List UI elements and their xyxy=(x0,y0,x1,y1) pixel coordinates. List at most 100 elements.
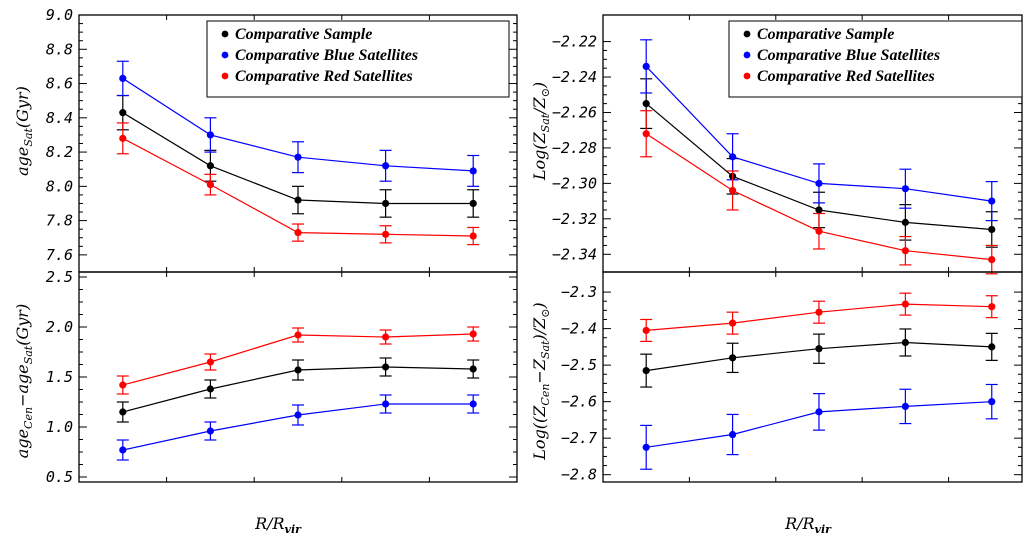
data-point xyxy=(901,218,909,226)
data-point xyxy=(469,400,477,408)
data-point xyxy=(294,331,302,339)
data-point xyxy=(728,319,737,327)
data-point xyxy=(901,300,909,308)
data-point xyxy=(206,427,214,435)
y-tick-label: −2.32 xyxy=(552,210,597,228)
data-point xyxy=(294,411,302,419)
data-point xyxy=(815,179,823,187)
ylabel-satellite-age: ageSat(Gyr) xyxy=(13,86,35,176)
data-point xyxy=(642,62,650,70)
data-point xyxy=(119,408,127,416)
y-tick-label: −2.4 xyxy=(561,320,597,338)
xlabel-left: R/Rvir xyxy=(254,514,302,536)
data-point xyxy=(728,153,737,161)
data-point xyxy=(988,225,996,234)
y-tick-label: 8.2 xyxy=(46,143,73,161)
y-tick-label: 2.0 xyxy=(46,318,73,336)
data-point xyxy=(119,134,127,142)
legend: Comparative Sample Comparative Blue Satel… xyxy=(206,20,510,98)
data-point xyxy=(988,255,996,264)
data-point xyxy=(901,247,909,255)
data-point xyxy=(901,185,909,193)
data-point xyxy=(119,381,127,389)
xlabel-right: R/Rvir xyxy=(784,514,832,536)
data-point xyxy=(642,100,650,108)
data-point xyxy=(469,232,477,240)
data-point xyxy=(901,338,909,347)
y-tick-label: 2.5 xyxy=(46,268,73,286)
y-tick-label: 7.6 xyxy=(46,246,73,264)
y-tick-label: −2.6 xyxy=(561,393,597,411)
data-point xyxy=(206,131,214,139)
panel-satellite-metallicity: −2.34 −2.32 −2.30 −2.28 −2.26 −2.24 −2.22 Compa… xyxy=(552,14,1023,275)
y-tick-label: 8.0 xyxy=(46,177,73,195)
panel-age-difference: 0.5 1.0 1.5 2.0 2.5 xyxy=(46,268,518,486)
data-point xyxy=(988,303,996,311)
data-point xyxy=(815,408,823,416)
data-point xyxy=(382,400,390,408)
data-point xyxy=(728,430,737,439)
data-point xyxy=(294,366,302,374)
legend: Comparative Sample Comparative Blue Satel… xyxy=(728,20,1023,98)
legend-label: Comparative Sample xyxy=(235,26,372,43)
panel-satellite-age: 7.6 7.8 8.0 8.2 8.4 8.6 8.8 9.0 Comparative Samp… xyxy=(46,6,518,273)
data-point xyxy=(988,197,996,205)
data-point xyxy=(294,228,302,237)
y-tick-label: −2.28 xyxy=(552,139,597,157)
data-point xyxy=(815,308,823,316)
y-tick-label: −2.5 xyxy=(561,356,597,374)
data-point xyxy=(728,186,737,195)
y-tick-label: −2.24 xyxy=(552,68,597,86)
data-point xyxy=(469,167,477,175)
data-point xyxy=(382,230,390,238)
data-point xyxy=(294,153,302,161)
y-tick-label: −2.26 xyxy=(552,103,597,121)
legend-label: Comparative Sample xyxy=(757,26,894,43)
data-point xyxy=(206,181,214,189)
data-point xyxy=(119,109,127,117)
ylabel-age-difference: ageCen−ageSat(Gyr) xyxy=(13,304,35,458)
data-point xyxy=(815,345,823,353)
data-point xyxy=(642,326,650,335)
data-point xyxy=(382,363,390,371)
data-point xyxy=(988,398,996,406)
legend-box xyxy=(206,20,510,98)
legend-marker xyxy=(743,30,751,38)
y-tick-label: 8.6 xyxy=(46,75,73,93)
data-point xyxy=(206,358,214,366)
legend-label: Comparative Red Satellites xyxy=(235,68,413,85)
data-point xyxy=(901,402,909,410)
y-tick-label: −2.22 xyxy=(552,33,597,51)
data-point xyxy=(469,365,477,373)
legend-marker xyxy=(221,30,229,38)
legend-marker xyxy=(743,72,751,80)
data-point xyxy=(642,443,650,451)
data-point xyxy=(206,162,214,170)
y-tick-label: 1.5 xyxy=(46,368,73,386)
y-tick-label: 0.5 xyxy=(46,468,73,486)
plot-frame xyxy=(602,271,1023,483)
ylabel-satellite-metallicity: Log(ZSat/Z⊙) xyxy=(530,82,552,181)
data-point xyxy=(382,333,390,341)
data-point xyxy=(206,385,214,393)
data-point xyxy=(815,206,823,214)
ylabel-metallicity-difference: Log((ZCen−ZSat)/Z⊙) xyxy=(530,302,552,460)
y-tick-label: 8.4 xyxy=(46,109,73,127)
y-tick-label: −2.30 xyxy=(552,174,597,192)
legend-box xyxy=(728,20,1023,98)
y-tick-label: 1.0 xyxy=(46,418,73,436)
legend-label: Comparative Blue Satellites xyxy=(757,47,940,64)
y-tick-label: −2.3 xyxy=(561,283,597,301)
legend-label: Comparative Blue Satellites xyxy=(235,47,418,64)
data-point xyxy=(294,196,302,204)
y-tick-label: 9.0 xyxy=(46,6,73,24)
legend-marker xyxy=(221,51,229,59)
y-tick-label: 8.8 xyxy=(46,40,73,58)
data-point xyxy=(119,74,127,82)
y-tick-label: −2.7 xyxy=(561,429,597,447)
data-point xyxy=(469,330,477,338)
data-point xyxy=(469,199,477,208)
y-tick-label: −2.8 xyxy=(561,466,597,484)
legend-label: Comparative Red Satellites xyxy=(757,68,935,85)
